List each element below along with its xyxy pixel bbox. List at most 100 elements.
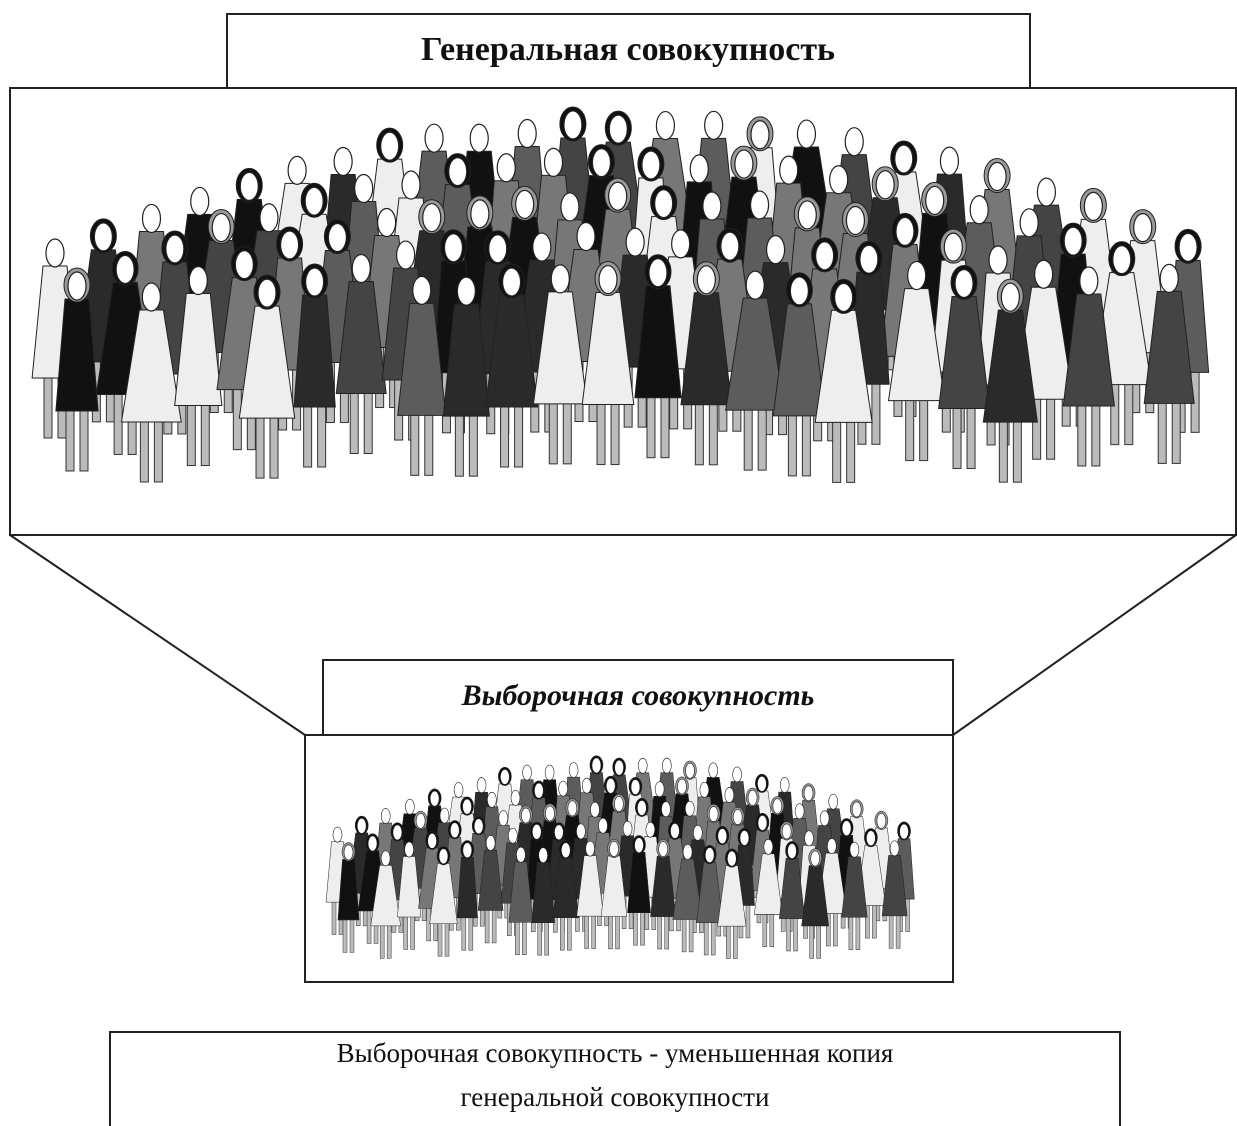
caption-line: Выборочная совокупность - уменьшенная ко… [337,1038,894,1068]
person-head [1037,178,1055,206]
person-head [642,151,660,179]
person-head [518,119,536,147]
person-head [235,251,253,279]
person-head [845,128,863,156]
person-head [305,187,323,215]
person-head [896,217,914,245]
page: Генеральная совокупность Выборочная сово… [0,0,1237,1126]
person-head [142,204,160,232]
person-head [780,156,798,184]
person-head [288,156,306,184]
person-head [503,268,521,296]
person-head [721,232,739,260]
person-head [1001,283,1019,311]
person-head [1035,260,1053,288]
person-head [378,209,396,237]
person-head [497,154,515,182]
person-head [626,228,644,256]
person-head [423,204,441,232]
sample-title: Выборочная совокупность [461,679,815,712]
diagram: Генеральная совокупность Выборочная сово… [0,0,1237,1126]
person-head [751,191,769,219]
person-head [212,214,230,242]
person-head [94,223,112,251]
person-head [1160,264,1178,292]
person-head [835,283,853,311]
person-head [561,193,579,221]
person-head [649,259,667,287]
person-head [1179,233,1197,261]
person-head [444,234,462,262]
person-head [1020,209,1038,237]
person-head [166,235,184,263]
person-head [516,190,534,218]
person-head [402,171,420,199]
person-head [413,276,431,304]
person-head [355,175,373,203]
person-head [735,150,753,178]
person-head [599,266,617,294]
person-head [260,204,278,232]
person-head [470,124,488,152]
person-head [551,265,569,293]
person-head [564,111,582,139]
person-head [258,279,276,307]
person-head [926,186,944,214]
person-head [533,233,551,261]
person-head [697,266,715,294]
person-head [281,231,299,259]
person-head [860,245,878,273]
person-head [989,246,1007,274]
person-head [767,236,785,264]
person-head [797,120,815,148]
person-head [46,239,64,267]
person-head [306,268,324,296]
person-head [1113,246,1131,274]
person-head [1084,192,1102,220]
person-head [970,196,988,224]
person-head [908,262,926,290]
person-head [656,112,674,140]
person-head [940,147,958,175]
person-head [544,148,562,176]
person-head [592,149,610,177]
person-head [489,235,507,263]
person-head [457,277,475,305]
person-head [449,158,467,186]
person-head [381,132,399,160]
person-head [1134,214,1152,242]
connector-right [953,535,1236,735]
person-head [988,163,1006,191]
person-head [846,207,864,235]
caption-line: генеральной совокупности [461,1082,770,1112]
person-head [425,124,443,152]
person-head [944,233,962,261]
person-head [240,172,258,200]
person-head [352,255,370,283]
person-head [68,272,86,300]
person-head [577,223,595,251]
person-head [655,190,673,218]
person-head [116,255,134,283]
person-head [895,145,913,173]
title: Генеральная совокупность [421,31,835,68]
person-head [690,155,708,183]
person-head [1064,227,1082,255]
person-head [191,187,209,215]
person-head [609,115,627,143]
person-head [397,241,415,269]
person-head [609,182,627,210]
person-head [1080,267,1098,295]
person-head [672,230,690,258]
person-head [751,121,769,149]
person-head [471,200,489,228]
person-head [746,271,764,299]
person-head [790,277,808,305]
person-head [798,201,816,229]
person-head [703,192,721,220]
person-head [334,147,352,175]
person-head [955,269,973,297]
person-head [189,267,207,295]
person-head [328,224,346,252]
person-head [830,166,848,194]
